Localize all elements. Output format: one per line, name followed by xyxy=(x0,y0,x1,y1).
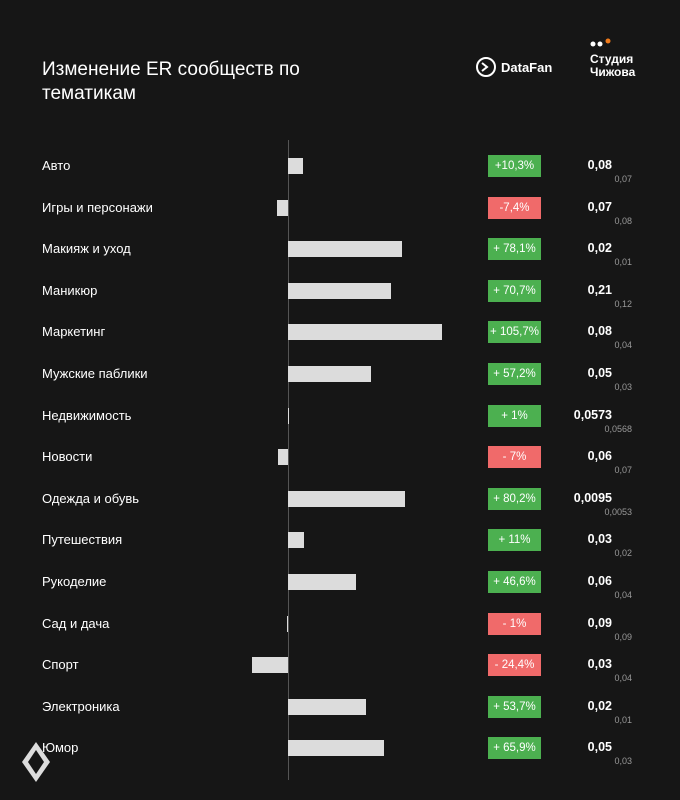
category-label: Маркетинг xyxy=(42,324,106,340)
change-badge: - 24,4% xyxy=(488,654,541,677)
previous-er: 0,03 xyxy=(614,382,632,392)
current-er: 0,0095 xyxy=(573,490,612,505)
category-label: Макияж и уход xyxy=(42,241,131,257)
studio-icon xyxy=(590,38,611,47)
bar xyxy=(288,698,367,715)
studio-logo: Студия Чижова xyxy=(590,52,636,79)
bar xyxy=(277,199,288,216)
previous-er: 0,07 xyxy=(614,174,632,184)
previous-er: 0,07 xyxy=(614,465,632,476)
category-label: Маникюр xyxy=(42,282,98,298)
change-badge: + 80,2% xyxy=(488,487,541,510)
category-label: Мужские паблики xyxy=(42,366,148,381)
category-label: Путешествия xyxy=(42,532,123,548)
previous-er: 0,01 xyxy=(614,714,632,725)
change-badge: -7,4% xyxy=(488,196,541,219)
previous-er: 0,01 xyxy=(614,257,632,268)
current-er: 0,07 xyxy=(587,199,612,214)
datafan-icon xyxy=(476,57,496,77)
category-label: Авто xyxy=(42,158,71,173)
change-badge: +10,3% xyxy=(488,155,541,177)
bar xyxy=(288,532,305,549)
previous-er: 0,04 xyxy=(614,590,632,600)
bar xyxy=(288,574,356,590)
previous-er: 0,03 xyxy=(614,756,632,767)
bar xyxy=(288,241,402,258)
category-label: Юмор xyxy=(42,740,79,756)
change-badge: - 7% xyxy=(488,446,541,469)
category-label: Рукоделие xyxy=(42,574,107,589)
bar xyxy=(252,657,288,674)
previous-er: 0,04 xyxy=(614,673,632,684)
current-er: 0,09 xyxy=(587,615,612,630)
current-er: 0,03 xyxy=(587,532,612,547)
current-er: 0,08 xyxy=(587,158,612,172)
current-er: 0,03 xyxy=(587,657,612,672)
change-badge: + 53,7% xyxy=(488,695,541,718)
bar xyxy=(277,449,288,466)
bar xyxy=(288,740,384,757)
change-badge: + 11% xyxy=(488,529,541,552)
category-label: Недвижимость xyxy=(42,407,132,423)
zero-line xyxy=(288,140,289,780)
current-er: 0,05 xyxy=(587,740,612,755)
current-er: 0,06 xyxy=(587,449,612,464)
previous-er: 0,02 xyxy=(614,548,632,559)
category-label: Сад и дача xyxy=(42,615,110,631)
category-label: Одежда и обувь xyxy=(42,490,140,506)
datafan-logo: DataFan xyxy=(501,60,553,75)
current-er: 0,21 xyxy=(587,282,612,297)
previous-er: 0,0568 xyxy=(604,423,632,434)
change-badge: + 78,1% xyxy=(488,238,541,261)
change-badge: - 1% xyxy=(488,612,541,635)
bar xyxy=(288,324,442,341)
chart-title: Изменение ER сообществ по тематикам xyxy=(42,59,300,104)
current-er: 0,02 xyxy=(587,698,612,713)
change-badge: + 70,7% xyxy=(488,279,541,302)
current-er: 0,05 xyxy=(587,366,612,380)
change-badge: + 1% xyxy=(488,404,541,427)
bar xyxy=(286,615,288,632)
category-label: Электроника xyxy=(42,698,120,714)
category-label: Игры и персонажи xyxy=(42,199,153,215)
previous-er: 0,09 xyxy=(614,631,632,642)
current-er: 0,02 xyxy=(587,241,612,256)
category-label: Спорт xyxy=(42,657,79,673)
change-badge: + 57,2% xyxy=(488,363,541,385)
change-badge: + 105,7% xyxy=(488,321,541,344)
previous-er: 0,0053 xyxy=(604,506,632,517)
bar xyxy=(288,490,405,507)
bar xyxy=(288,282,391,299)
bar xyxy=(288,158,303,174)
category-label: Новости xyxy=(42,449,93,465)
current-er: 0,06 xyxy=(587,574,612,588)
bar xyxy=(288,366,372,382)
change-badge: + 65,9% xyxy=(488,737,541,760)
previous-er: 0,12 xyxy=(614,298,632,309)
change-badge: + 46,6% xyxy=(488,571,541,593)
previous-er: 0,08 xyxy=(614,215,632,226)
current-er: 0,0573 xyxy=(573,407,612,422)
current-er: 0,08 xyxy=(587,324,612,339)
previous-er: 0,04 xyxy=(614,340,632,351)
corner-logo xyxy=(22,742,50,782)
bar xyxy=(288,407,290,424)
